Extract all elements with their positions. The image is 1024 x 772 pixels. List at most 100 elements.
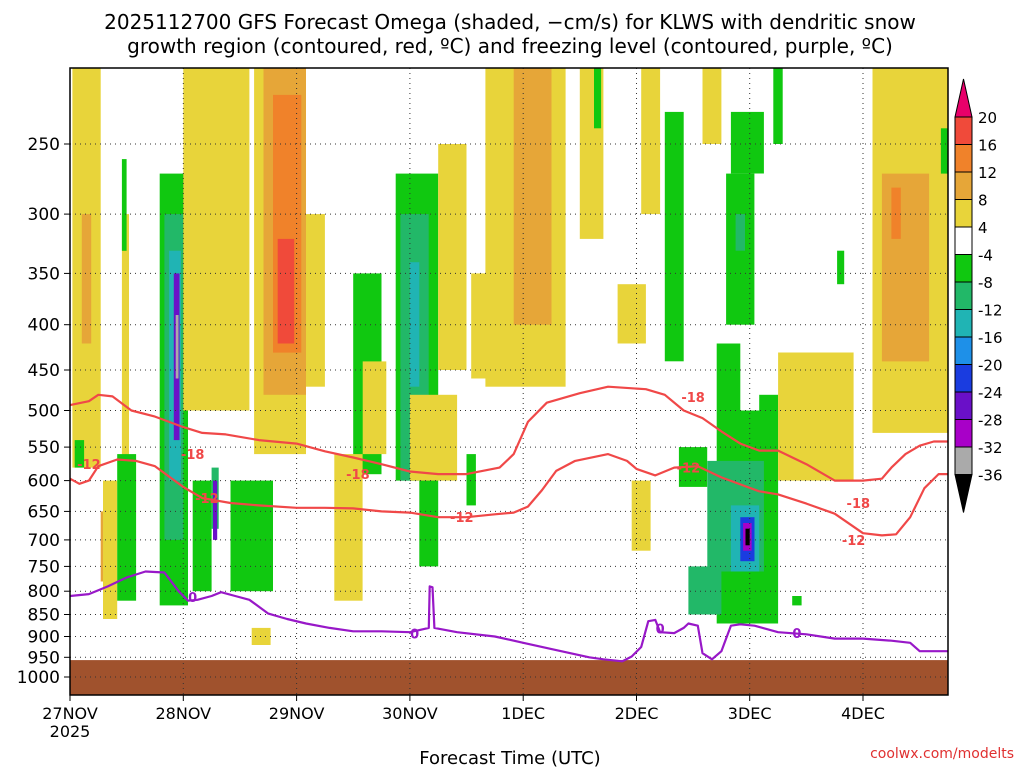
omega-cell [745, 610, 760, 624]
omega-cell [183, 68, 250, 411]
contour-label: 0 [792, 627, 801, 642]
omega-cell [631, 480, 651, 551]
contour-label: -12 [77, 458, 101, 473]
omega-cell [277, 238, 295, 344]
x-tick-label: 2DEC [615, 704, 659, 723]
colorbar-label: 4 [978, 219, 988, 237]
omega-cell [438, 144, 467, 370]
y-tick-label: 700 [28, 531, 60, 551]
omega-cell [192, 480, 212, 592]
omega-cell [251, 627, 271, 645]
contours: -12 -18 -12 -18 -12 -18 -12 -18 -12 0 0 0 0 [69, 385, 948, 663]
colorbar-label: -8 [978, 274, 993, 292]
y-tick-label: 750 [28, 557, 60, 577]
colorbar-label: -12 [978, 302, 1003, 320]
colorbar-label: -32 [978, 439, 1003, 457]
colorbar-swatch [954, 309, 973, 338]
colorbar-swatch [954, 446, 973, 475]
x-tick-label: 4DEC [841, 704, 885, 723]
colorbar-swatch [954, 364, 973, 393]
omega-cell [792, 596, 802, 606]
omega-cell [230, 480, 273, 592]
x-tick-label: 3DEC [728, 704, 772, 723]
x-tick-label: 1DEC [501, 704, 545, 723]
colorbar-label: -36 [978, 467, 1003, 485]
omega-cell [641, 68, 661, 215]
y-tick-label: 250 [28, 135, 60, 155]
omega-cell [513, 68, 552, 325]
omega-cell [213, 480, 218, 540]
omega-cell [773, 68, 783, 144]
contour-label: -18 [181, 448, 205, 463]
colorbar-label: 12 [978, 164, 997, 182]
omega-cell [594, 68, 602, 129]
contour-label: -18 [346, 468, 370, 483]
colorbar-label: 16 [978, 137, 997, 155]
contour-label: -18 [681, 391, 705, 406]
x-tick-label: 29NOV [269, 704, 325, 723]
colorbar-swatch [954, 336, 973, 365]
omega-cell [716, 343, 741, 411]
credit-label: coolwx.com/modelts [870, 746, 1014, 762]
omega-cell [730, 111, 764, 174]
x-tick-label: 28NOV [156, 704, 212, 723]
omega-cell [121, 159, 127, 251]
contour-line-0 [69, 570, 948, 663]
omega-cell [837, 250, 845, 285]
omega-cell [409, 262, 420, 387]
y-tick-label: 500 [28, 402, 60, 422]
contour-line-minus18 [69, 453, 948, 537]
omega-cell [121, 214, 129, 468]
omega-cell [175, 315, 179, 379]
omega-cell [778, 352, 854, 481]
x-tick-label: 27NOV [42, 704, 98, 723]
omega-cell [702, 68, 722, 144]
contour-label: -12 [677, 462, 701, 477]
axes: 2503003504004505005506006507007508008509… [17, 67, 949, 741]
colorbar-label: 20 [978, 109, 997, 127]
y-tick-label: 350 [28, 264, 60, 284]
omega-cell [881, 173, 930, 362]
y-tick-label: 800 [28, 582, 60, 602]
contour-label: -18 [847, 497, 871, 512]
contour-label: -12 [195, 492, 219, 507]
colorbar-swatch [954, 226, 973, 255]
y-tick-label: 950 [28, 648, 60, 668]
colorbar-label: -20 [978, 357, 1003, 375]
y-tick-label: 550 [28, 438, 60, 458]
omega-cell [759, 394, 779, 455]
x-axis-title: Forecast Time (UTC) [419, 748, 600, 768]
omega-cell [745, 528, 750, 546]
omega-cell [466, 454, 476, 506]
colorbar-top-arrow [954, 78, 973, 118]
y-tick-label: 600 [28, 472, 60, 492]
colorbar: 20 16 12 8 4 -4 -8 -12 -16 -20 -24 -28 -32 -36 [954, 78, 1003, 513]
colorbar-swatch [954, 254, 973, 283]
contour-label: -12 [450, 511, 474, 526]
colorbar-bottom-arrow [954, 474, 973, 513]
omega-cell [306, 214, 325, 387]
colorbar-label: -28 [978, 412, 1003, 430]
omega-cell [117, 454, 137, 601]
y-tick-label: 300 [28, 205, 60, 225]
chart-title-line2: growth region (contoured, red, ºC) and f… [127, 34, 893, 58]
colorbar-swatch [954, 116, 973, 145]
y-tick-label: 900 [28, 628, 60, 648]
omega-cell [409, 394, 458, 481]
colorbar-swatch [954, 171, 973, 200]
y-tick-label: 850 [28, 606, 60, 626]
omega-cell [688, 566, 722, 615]
omega-cell [103, 480, 118, 619]
ground-surface-fill [70, 660, 948, 695]
colorbar-label: -16 [978, 329, 1003, 347]
y-tick-label: 650 [28, 502, 60, 522]
colorbar-swatch [954, 281, 973, 310]
omega-cell [81, 214, 92, 344]
y-tick-label: 1000 [17, 668, 60, 688]
omega-cell [617, 284, 646, 344]
y-tick-label: 400 [28, 316, 60, 336]
contour-line-minus12 [69, 385, 948, 482]
x-tick-label: 30NOV [382, 704, 438, 723]
